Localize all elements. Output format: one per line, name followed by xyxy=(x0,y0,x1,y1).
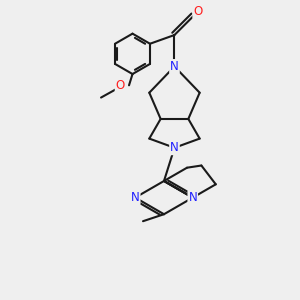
Text: N: N xyxy=(170,60,179,73)
Text: N: N xyxy=(131,191,140,204)
Text: N: N xyxy=(170,141,179,154)
Text: O: O xyxy=(116,79,125,92)
Text: O: O xyxy=(193,5,203,18)
Text: N: N xyxy=(188,191,197,204)
